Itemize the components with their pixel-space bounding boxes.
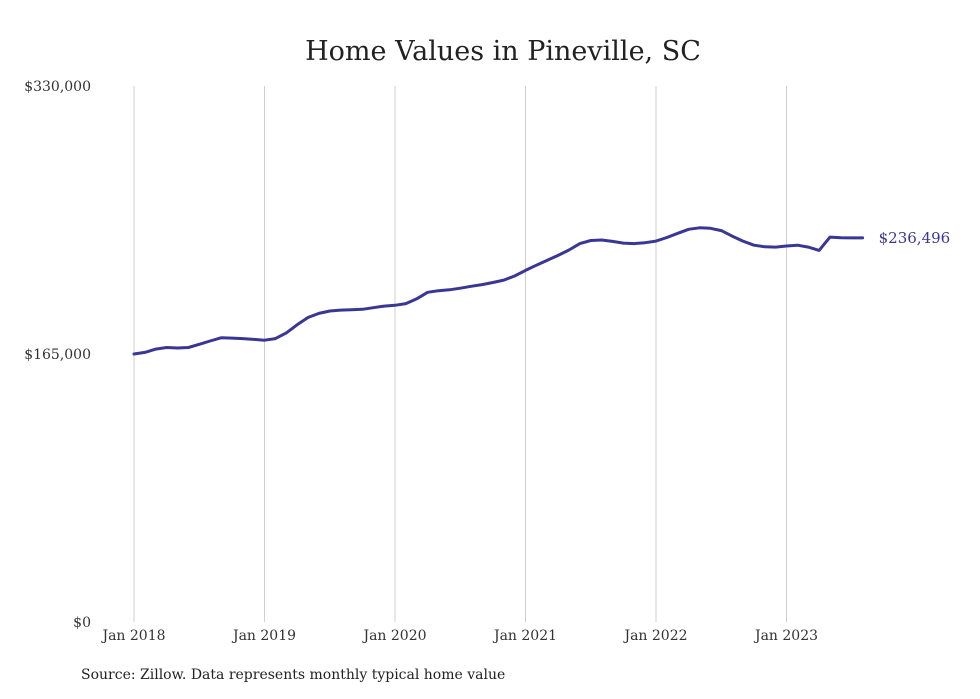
x-tick-label: Jan 2023 (753, 628, 818, 644)
x-tick-label: Jan 2020 (361, 628, 426, 644)
y-axis-ticks: $0 $165,000 $330,000 (24, 79, 91, 631)
chart-title: Home Values in Pineville, SC (305, 36, 701, 67)
x-tick-label: Jan 2019 (231, 628, 296, 644)
x-tick-label: Jan 2018 (100, 628, 165, 644)
gridlines (133, 86, 787, 622)
x-tick-label: Jan 2021 (492, 628, 557, 644)
end-value-label: $236,496 (879, 229, 951, 247)
series-line-home-value (132, 226, 865, 356)
source-note: Source: Zillow. Data represents monthly … (81, 667, 506, 683)
y-tick-label: $0 (73, 615, 91, 631)
x-axis-ticks: Jan 2018 Jan 2019 Jan 2020 Jan 2021 Jan 2022… (100, 628, 818, 644)
y-tick-label: $165,000 (24, 347, 91, 363)
y-tick-label: $330,000 (24, 79, 91, 95)
x-tick-label: Jan 2022 (622, 628, 687, 644)
